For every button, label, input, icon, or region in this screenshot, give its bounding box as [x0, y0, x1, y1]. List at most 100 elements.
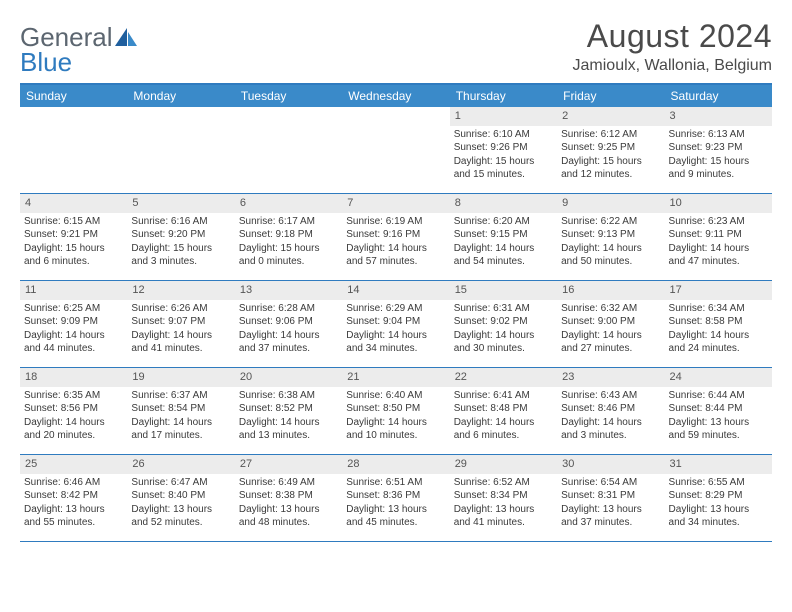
day-cell: 18 Sunrise: 6:35 AMSunset: 8:56 PMDayligh… — [20, 368, 127, 454]
daylight-line: Daylight: 15 hours and 9 minutes. — [669, 155, 768, 182]
daylight-line: Daylight: 13 hours and 55 minutes. — [24, 503, 123, 530]
day-cell: 6 Sunrise: 6:17 AMSunset: 9:18 PMDaylight… — [235, 194, 342, 280]
day-detail: Sunrise: 6:34 AMSunset: 8:58 PMDaylight:… — [665, 302, 772, 359]
day-number: 31 — [665, 455, 772, 474]
daylight-line: Daylight: 14 hours and 34 minutes. — [346, 329, 445, 356]
calendar: SundayMondayTuesdayWednesdayThursdayFrid… — [20, 83, 772, 542]
sunrise-line: Sunrise: 6:51 AM — [346, 476, 445, 490]
day-cell: 4Sunrise: 6:15 AMSunset: 9:21 PMDaylight… — [20, 194, 127, 280]
sunset-line: Sunset: 8:58 PM — [669, 315, 768, 329]
daylight-line: Daylight: 14 hours and 10 minutes. — [346, 416, 445, 443]
day-detail: Sunrise: 6:47 AMSunset: 8:40 PMDaylight:… — [127, 476, 234, 533]
day-number: 6 — [235, 194, 342, 213]
daylight-line: Daylight: 15 hours and 0 minutes. — [239, 242, 338, 269]
sunrise-line: Sunrise: 6:22 AM — [561, 215, 660, 229]
sunset-line: Sunset: 8:31 PM — [561, 489, 660, 503]
day-number: 20 — [235, 368, 342, 387]
sunrise-line: Sunrise: 6:17 AM — [239, 215, 338, 229]
day-detail: Sunrise: 6:35 AMSunset: 8:56 PMDaylight:… — [20, 389, 127, 446]
sunrise-line: Sunrise: 6:46 AM — [24, 476, 123, 490]
day-cell: 1Sunrise: 6:10 AMSunset: 9:26 PMDaylight… — [450, 107, 557, 193]
day-cell: 2Sunrise: 6:12 AMSunset: 9:25 PMDaylight… — [557, 107, 664, 193]
day-cell — [127, 107, 234, 193]
day-cell: 22Sunrise: 6:41 AMSunset: 8:48 PMDayligh… — [450, 368, 557, 454]
daylight-line: Daylight: 14 hours and 37 minutes. — [239, 329, 338, 356]
dayname: Wednesday — [342, 85, 449, 107]
daylight-line: Daylight: 15 hours and 3 minutes. — [131, 242, 230, 269]
day-number: 24 — [665, 368, 772, 387]
day-detail: Sunrise: 6:22 AMSunset: 9:13 PMDaylight:… — [557, 215, 664, 272]
sunrise-line: Sunrise: 6:26 AM — [131, 302, 230, 316]
day-cell: 12Sunrise: 6:26 AMSunset: 9:07 PMDayligh… — [127, 281, 234, 367]
sunset-line: Sunset: 9:21 PM — [24, 228, 123, 242]
day-cell: 26Sunrise: 6:47 AMSunset: 8:40 PMDayligh… — [127, 455, 234, 541]
title-block: August 2024 Jamioulx, Wallonia, Belgium — [573, 18, 772, 75]
daylight-line: Daylight: 15 hours and 15 minutes. — [454, 155, 553, 182]
sunrise-line: Sunrise: 6:19 AM — [346, 215, 445, 229]
day-detail: Sunrise: 6:49 AMSunset: 8:38 PMDaylight:… — [235, 476, 342, 533]
sunrise-line: Sunrise: 6:40 AM — [346, 389, 445, 403]
sunrise-line: Sunrise: 6:35 AM — [24, 389, 123, 403]
daylight-line: Daylight: 13 hours and 48 minutes. — [239, 503, 338, 530]
sunrise-line: Sunrise: 6:43 AM — [561, 389, 660, 403]
day-cell: 25Sunrise: 6:46 AMSunset: 8:42 PMDayligh… — [20, 455, 127, 541]
day-cell: 21Sunrise: 6:40 AMSunset: 8:50 PMDayligh… — [342, 368, 449, 454]
brand-text: General Blue — [20, 24, 113, 75]
day-detail: Sunrise: 6:40 AMSunset: 8:50 PMDaylight:… — [342, 389, 449, 446]
sunrise-line: Sunrise: 6:25 AM — [24, 302, 123, 316]
day-number: 2 — [557, 107, 664, 126]
day-detail: Sunrise: 6:44 AMSunset: 8:44 PMDaylight:… — [665, 389, 772, 446]
week-row: 1Sunrise: 6:10 AMSunset: 9:26 PMDaylight… — [20, 107, 772, 194]
day-detail: Sunrise: 6:37 AMSunset: 8:54 PMDaylight:… — [127, 389, 234, 446]
daylight-line: Daylight: 14 hours and 44 minutes. — [24, 329, 123, 356]
day-number: 5 — [127, 194, 234, 213]
day-cell: 27Sunrise: 6:49 AMSunset: 8:38 PMDayligh… — [235, 455, 342, 541]
day-cell: 3Sunrise: 6:13 AMSunset: 9:23 PMDaylight… — [665, 107, 772, 193]
day-number: 9 — [557, 194, 664, 213]
day-cell: 7 Sunrise: 6:19 AMSunset: 9:16 PMDaylight… — [342, 194, 449, 280]
daylight-line: Daylight: 13 hours and 59 minutes. — [669, 416, 768, 443]
day-cell: 16Sunrise: 6:32 AMSunset: 9:00 PMDayligh… — [557, 281, 664, 367]
sunset-line: Sunset: 9:02 PM — [454, 315, 553, 329]
sunrise-line: Sunrise: 6:34 AM — [669, 302, 768, 316]
sunset-line: Sunset: 8:46 PM — [561, 402, 660, 416]
daylight-line: Daylight: 14 hours and 54 minutes. — [454, 242, 553, 269]
week-row: 18Sunrise: 6:35 AMSunset: 8:56 PMDayligh… — [20, 368, 772, 455]
sunset-line: Sunset: 9:25 PM — [561, 141, 660, 155]
day-number: 1 — [450, 107, 557, 126]
daylight-line: Daylight: 14 hours and 6 minutes. — [454, 416, 553, 443]
daylight-line: Daylight: 14 hours and 47 minutes. — [669, 242, 768, 269]
sunrise-line: Sunrise: 6:16 AM — [131, 215, 230, 229]
day-cell: 10Sunrise: 6:23 AMSunset: 9:11 PMDayligh… — [665, 194, 772, 280]
day-detail: Sunrise: 6:16 AMSunset: 9:20 PMDaylight:… — [127, 215, 234, 272]
day-detail: Sunrise: 6:51 AMSunset: 8:36 PMDaylight:… — [342, 476, 449, 533]
day-detail: Sunrise: 6:13 AMSunset: 9:23 PMDaylight:… — [665, 128, 772, 185]
day-cell: 20 Sunrise: 6:38 AMSunset: 8:52 PMDayligh… — [235, 368, 342, 454]
daylight-line: Daylight: 14 hours and 20 minutes. — [24, 416, 123, 443]
daylight-line: Daylight: 14 hours and 57 minutes. — [346, 242, 445, 269]
sunset-line: Sunset: 8:56 PM — [24, 402, 123, 416]
sunset-line: Sunset: 8:42 PM — [24, 489, 123, 503]
day-cell: 28 Sunrise: 6:51 AMSunset: 8:36 PMDayligh… — [342, 455, 449, 541]
header: General Blue August 2024 Jamioulx, Wallo… — [20, 18, 772, 75]
day-number: 18 — [20, 368, 127, 387]
sunset-line: Sunset: 9:04 PM — [346, 315, 445, 329]
sunset-line: Sunset: 9:06 PM — [239, 315, 338, 329]
day-cell: 8Sunrise: 6:20 AMSunset: 9:15 PMDaylight… — [450, 194, 557, 280]
day-number: 7 — [342, 194, 449, 213]
daylight-line: Daylight: 14 hours and 17 minutes. — [131, 416, 230, 443]
day-detail: Sunrise: 6:38 AMSunset: 8:52 PMDaylight:… — [235, 389, 342, 446]
day-number: 28 — [342, 455, 449, 474]
day-detail: Sunrise: 6:17 AMSunset: 9:18 PMDaylight:… — [235, 215, 342, 272]
day-detail: Sunrise: 6:54 AMSunset: 8:31 PMDaylight:… — [557, 476, 664, 533]
sunset-line: Sunset: 9:16 PM — [346, 228, 445, 242]
daylight-line: Daylight: 13 hours and 37 minutes. — [561, 503, 660, 530]
day-detail: Sunrise: 6:43 AMSunset: 8:46 PMDaylight:… — [557, 389, 664, 446]
day-cell: 29Sunrise: 6:52 AMSunset: 8:34 PMDayligh… — [450, 455, 557, 541]
sunrise-line: Sunrise: 6:23 AM — [669, 215, 768, 229]
sunset-line: Sunset: 8:48 PM — [454, 402, 553, 416]
day-number: 17 — [665, 281, 772, 300]
sunrise-line: Sunrise: 6:37 AM — [131, 389, 230, 403]
dayname: Tuesday — [235, 85, 342, 107]
daylight-line: Daylight: 14 hours and 13 minutes. — [239, 416, 338, 443]
